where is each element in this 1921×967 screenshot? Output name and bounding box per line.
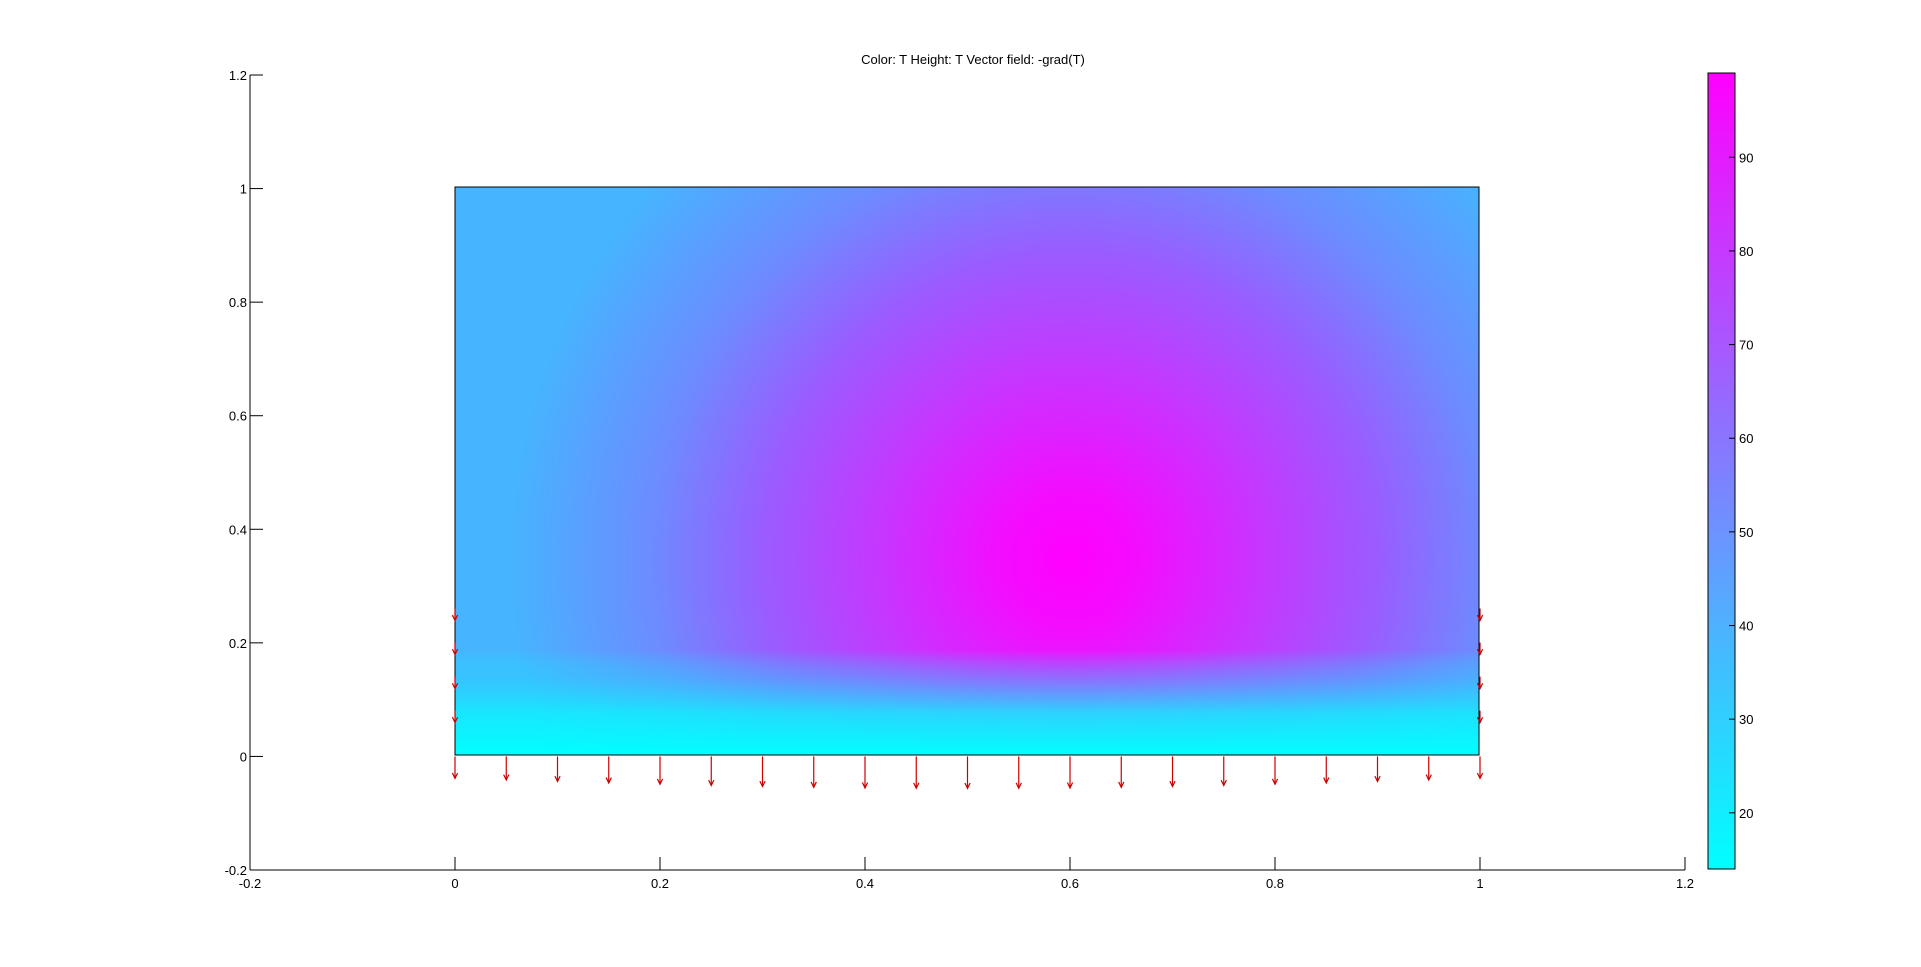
side-arrow-left xyxy=(451,710,459,725)
colorbar-tick-label: 30 xyxy=(1739,712,1753,727)
y-tick-label: 1 xyxy=(240,182,247,197)
field-area xyxy=(454,186,1480,756)
side-arrow-left xyxy=(451,676,459,690)
y-axis-ticks: 1.2 1 0.8 0.6 0.4 0.2 0 -0.2 xyxy=(225,68,263,878)
colorbar-tick-label: 50 xyxy=(1739,525,1753,540)
boundary-arrow xyxy=(913,756,920,790)
side-arrow-left xyxy=(451,608,459,622)
boundary-arrow xyxy=(503,756,510,782)
y-tick-label: 0.2 xyxy=(229,636,247,651)
boundary-arrow xyxy=(1066,756,1074,790)
y-tick-label: -0.2 xyxy=(225,863,247,878)
boundary-arrow xyxy=(656,756,664,786)
colorbar-tick-label: 90 xyxy=(1739,150,1753,165)
colorbar-tick-label: 20 xyxy=(1739,806,1753,821)
x-tick-label: 1 xyxy=(1476,876,1483,891)
x-tick-label: 0.2 xyxy=(651,876,669,891)
y-tick-label: 1.2 xyxy=(229,68,247,83)
boundary-arrow xyxy=(1169,756,1176,788)
y-tick-label: 0.8 xyxy=(229,295,247,310)
boundary-arrow xyxy=(1118,756,1125,789)
x-tick-label: -0.2 xyxy=(239,876,261,891)
boundary-arrow xyxy=(1220,756,1227,787)
chart-title: Color: T Height: T Vector field: -grad(T… xyxy=(861,52,1085,67)
boundary-arrow xyxy=(605,756,612,785)
colorbar: 20 30 40 50 60 70 80 90 xyxy=(1707,72,1753,870)
boundary-arrow xyxy=(861,756,869,790)
x-axis-ticks: -0.2 0 0.2 0.4 0.6 0.8 1 1.2 xyxy=(239,857,1694,891)
y-tick-label: 0.4 xyxy=(229,522,247,537)
x-tick-label: 0 xyxy=(451,876,458,891)
colorbar-tick-label: 40 xyxy=(1739,619,1753,634)
colorbar-tick-label: 60 xyxy=(1739,431,1753,446)
boundary-arrow xyxy=(1015,756,1022,790)
boundary-arrow xyxy=(1374,756,1381,783)
boundary-arrow xyxy=(1271,756,1279,786)
x-tick-label: 0.6 xyxy=(1061,876,1079,891)
colorbar-tick-label: 80 xyxy=(1739,244,1753,259)
boundary-arrow xyxy=(708,756,715,787)
y-tick-label: 0.6 xyxy=(229,409,247,424)
side-arrow-right xyxy=(1476,710,1484,725)
axes xyxy=(249,75,1685,871)
boundary-arrow xyxy=(810,756,817,789)
boundary-arrow xyxy=(554,756,561,783)
colorbar-gradient xyxy=(1707,72,1736,870)
boundary-arrow xyxy=(759,756,766,788)
x-tick-label: 0.4 xyxy=(856,876,874,891)
colorbar-tick-label: 70 xyxy=(1739,338,1753,353)
y-tick-label: 0 xyxy=(240,749,247,764)
side-arrow-right xyxy=(1476,608,1484,622)
field-outline xyxy=(454,186,1480,756)
boundary-arrow xyxy=(451,756,459,780)
x-tick-label: 0.8 xyxy=(1266,876,1284,891)
side-arrow-left xyxy=(451,642,459,656)
side-arrow-right xyxy=(1476,642,1484,656)
boundary-arrow xyxy=(1476,756,1484,780)
colorbar-ticks: 20 30 40 50 60 70 80 90 xyxy=(1729,150,1753,821)
x-tick-label: 1.2 xyxy=(1676,876,1694,891)
field-bottom-band xyxy=(455,650,1479,755)
side-arrow-right xyxy=(1476,676,1484,690)
vector-field-arrows xyxy=(451,608,1484,790)
boundary-arrow xyxy=(964,756,971,790)
boundary-arrow xyxy=(1323,756,1330,785)
boundary-arrow xyxy=(1425,756,1432,782)
